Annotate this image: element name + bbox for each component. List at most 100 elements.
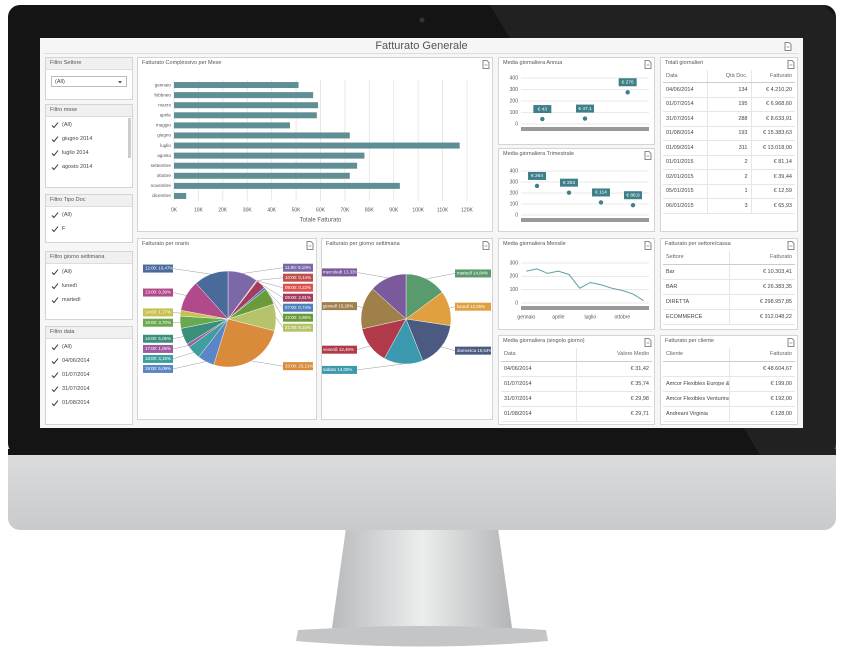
leader-line <box>426 273 456 280</box>
checkbox <box>51 212 59 219</box>
bar <box>174 112 317 119</box>
table-cell: 06/01/2015 <box>663 198 707 214</box>
chart-svg: 0 100 200 300 400 € 264 € 203 € 114 € 88,9 <box>510 168 649 222</box>
leader-line <box>270 296 284 318</box>
slice-label: lunedì 12,55% <box>457 304 485 309</box>
bar <box>174 162 358 169</box>
table-cell: 01/08/2014 <box>663 126 707 141</box>
export-icon <box>787 241 795 250</box>
table-cell: € 128,00 <box>728 406 795 422</box>
check-mark <box>51 212 59 219</box>
column-header: Settore <box>663 251 729 265</box>
export-icon <box>482 241 490 250</box>
table-cell: 01/01/2015 <box>663 155 707 170</box>
table-cell: € 39,44 <box>750 169 795 185</box>
stand <box>332 528 512 628</box>
filter-label: agosto 2014 <box>62 164 93 170</box>
column-header: Data <box>663 70 707 83</box>
checkbox <box>51 386 59 393</box>
slice-label: 22:00: 4,98% <box>285 315 311 320</box>
scrollbar <box>128 118 131 158</box>
point <box>534 183 540 189</box>
y-tick-label: 300 <box>510 87 519 93</box>
slice-label-box <box>322 345 357 354</box>
check-mark <box>51 269 59 276</box>
leader-line <box>356 272 388 279</box>
table-row: DIRETTA € 298.957,85 <box>663 294 795 310</box>
leader-line <box>260 283 284 298</box>
table-cell: 2 <box>706 169 751 185</box>
bar <box>174 182 400 189</box>
checkbox <box>51 283 59 290</box>
slice-label-box <box>143 318 173 327</box>
checkbox <box>51 226 59 233</box>
leader-line <box>172 292 187 296</box>
slice-label-box <box>143 288 173 297</box>
icon-shape <box>644 151 652 160</box>
table-cell: 01/07/2014 <box>501 376 577 392</box>
table-cell: € 15.383,63 <box>750 126 795 141</box>
icon-shape <box>482 60 490 69</box>
slice-label: 17:00: 1,05% <box>145 346 171 351</box>
checkbox <box>51 358 59 365</box>
dropdown[interactable]: (All) <box>51 76 127 87</box>
panel: Media giornaliera Trimestrale 0 100 200 300 4… <box>498 148 655 232</box>
panel-title: Fatturato per cliente <box>665 338 714 344</box>
pie-slice <box>405 318 451 362</box>
table-cell: € 10.303,41 <box>728 264 795 280</box>
panel: Fatturato Complessivo per Mese 0K 10K 20K 30… <box>137 57 493 232</box>
point-label-box <box>576 104 594 113</box>
bezel-edge <box>8 449 836 455</box>
check-mark <box>51 386 59 393</box>
point-label: € 114 <box>595 190 607 196</box>
point-label: € 276 <box>622 80 634 86</box>
slice-label: sabato 14,05% <box>323 367 352 372</box>
filter-panel: Filtro data (All) 04/06/2014 01/07/2014 31/0… <box>45 326 133 425</box>
header-row: Data Qtà Doc. Fatturato <box>663 70 795 83</box>
table-row: 04/06/2014 € 31,42 <box>501 361 652 377</box>
slice-label: 15:00: 3,70% <box>145 320 171 325</box>
range-band <box>521 306 649 310</box>
table-cell: € 298.957,85 <box>728 294 795 310</box>
check-mark <box>51 400 59 407</box>
point-label: € 203 <box>563 180 575 186</box>
table-cell: € 48.604,67 <box>728 361 795 377</box>
y-tick-label: 200 <box>510 274 519 280</box>
point-label-box <box>560 178 578 187</box>
y-tick-label: 0 <box>515 121 518 127</box>
point-label: € 88,9 <box>626 192 640 198</box>
slice-label-box <box>322 365 357 374</box>
table-cell: € 81,14 <box>750 155 795 170</box>
table-cell: € 192,00 <box>728 391 795 407</box>
slice-label-box <box>283 323 313 332</box>
leader-line <box>441 346 456 351</box>
checkbox <box>51 297 59 304</box>
icon-shape <box>482 241 490 250</box>
point-label: € 43 <box>538 106 548 112</box>
x-tick-label: 110K <box>437 207 449 213</box>
dropdown-caret <box>118 81 122 84</box>
table-cell: 31/07/2014 <box>501 391 577 407</box>
y-tick-label: febbraio <box>154 92 171 97</box>
page-title: Fatturato Generale <box>375 40 468 52</box>
y-tick-label: 400 <box>510 168 519 174</box>
slice-label: domenica 16,54% <box>457 348 492 353</box>
column-header: Fatturato <box>728 348 795 362</box>
table-row: Amcor Flexibles Venturina Srl€ 192,00 <box>663 391 795 407</box>
camera <box>419 17 425 23</box>
table-cell: 288 <box>706 111 751 127</box>
x-tick-label: aprile <box>552 314 564 320</box>
slice-label: 21:00: 8,10% <box>285 325 311 330</box>
check-mark <box>51 136 59 143</box>
leader-line <box>172 312 181 314</box>
table-cell: 01/09/2014 <box>663 140 707 156</box>
x-tick-label: 90K <box>389 207 399 213</box>
leader-line <box>251 360 284 367</box>
table-cell: Amcor Flexibles Europe & Am... <box>663 376 729 392</box>
filter-label: 01/08/2014 <box>62 400 90 406</box>
panel-title: Media giornaliera Annua <box>503 60 563 66</box>
point-label-box <box>528 171 546 180</box>
table-cell: Bar <box>663 264 729 280</box>
bar <box>174 142 460 149</box>
column-header: Valore Medio <box>576 348 652 362</box>
